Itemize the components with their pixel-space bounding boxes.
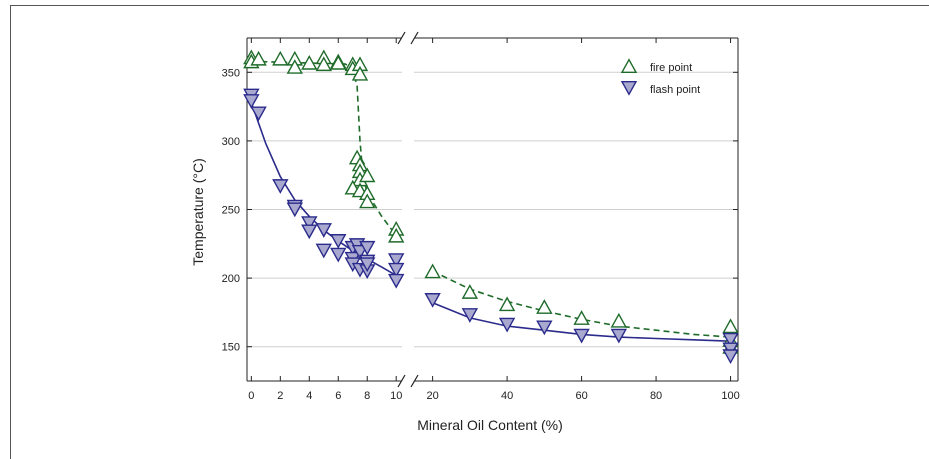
point-flash-point-29 [573,328,590,344]
axis-break-right-1 [410,374,419,388]
point-fire-point-27 [461,284,479,299]
point-flash-point-28 [536,320,553,336]
point-flash-point-33 [722,349,739,365]
axis-break-right-0 [410,31,419,45]
point-flash-point-7 [301,224,318,240]
grid-lines [247,71,738,348]
y-tick-label-300: 300 [222,136,240,148]
data-points [243,49,739,365]
point-flash-point-2 [250,106,267,122]
point-fire-point-8 [315,56,332,72]
fit-curve-fire-point-right [432,270,731,338]
x-tick-label-100: 100 [721,390,739,402]
legend: fire point flash point [620,58,700,96]
point-flash-point-23 [388,262,405,278]
point-flash-point-11 [330,247,347,263]
point-flash-point-18 [359,240,376,256]
fit-curves [250,60,731,342]
x-tick-label-0: 0 [248,390,254,402]
point-flash-point-21 [359,257,376,273]
point-flash-point-9 [315,243,332,259]
point-fire-point-3 [272,50,289,66]
frame-left-border [10,5,11,459]
point-fire-point-2 [250,50,267,66]
point-fire-point-23 [359,193,376,209]
point-flash-point-3 [272,179,289,194]
point-flash-point-30 [610,328,628,344]
point-fire-point-14 [351,65,369,81]
x-tick-label-2: 2 [277,390,283,402]
point-flash-point-10 [330,234,347,249]
point-fire-point-32 [722,318,739,334]
x-tick-label-40: 40 [501,390,513,402]
x-tick-label-80: 80 [650,390,662,402]
point-fire-point-30 [573,310,590,325]
point-flash-point-5 [286,202,303,218]
point-flash-point-25 [424,293,441,308]
tick-labels: 150 200 250 300 350 0 2 4 6 8 10 20 40 60 80 100 [222,67,740,402]
x-axis-title: Mineral Oil Content (%) [417,417,563,433]
point-fire-point-19 [359,167,376,183]
axis-break-left-0 [397,31,406,45]
point-fire-point-25 [388,227,405,243]
point-flash-point-1 [243,94,260,109]
point-fire-point-6 [301,54,318,70]
point-flash-point-6 [301,216,318,231]
point-fire-point-10 [330,54,347,70]
y-tick-label-200: 200 [222,273,240,285]
point-fire-point-28 [498,296,516,312]
x-tick-label-8: 8 [364,390,370,402]
y-tick-label-250: 250 [222,205,240,217]
x-tick-label-60: 60 [575,390,587,402]
frame-top-border [10,5,929,6]
point-fire-point-29 [536,299,553,314]
point-flash-point-26 [461,308,479,323]
legend-marker-fire-point [620,58,638,73]
legend-symbol-fire-point [620,58,638,73]
fit-curve-fire-point-left [251,60,397,237]
y-tick-label-350: 350 [222,67,240,79]
legend-marker-flash-point [620,81,638,96]
point-fire-point-26 [424,263,441,279]
axes [246,31,739,388]
legend-item-fire-point: fire point [620,58,692,74]
legend-label-fire-point: fire point [650,62,692,74]
legend-label-flash-point: flash point [650,84,700,96]
point-flash-point-31 [722,332,739,348]
y-tick-label-150: 150 [222,342,240,354]
point-fire-point-5 [286,59,303,74]
axis-break-left-1 [397,374,406,388]
y-axis-title: Temperature (°C) [190,158,206,266]
point-flash-point-22 [388,253,405,269]
legend-item-flash-point: flash point [620,81,700,96]
legend-symbol-flash-point [620,81,638,96]
x-tick-label-4: 4 [306,390,312,402]
x-tick-label-20: 20 [426,390,438,402]
point-flash-point-8 [315,223,332,238]
x-tick-label-6: 6 [335,390,341,402]
point-fire-point-31 [610,312,628,328]
point-flash-point-24 [388,273,405,289]
point-flash-point-27 [498,317,516,333]
x-tick-label-10: 10 [390,390,402,402]
